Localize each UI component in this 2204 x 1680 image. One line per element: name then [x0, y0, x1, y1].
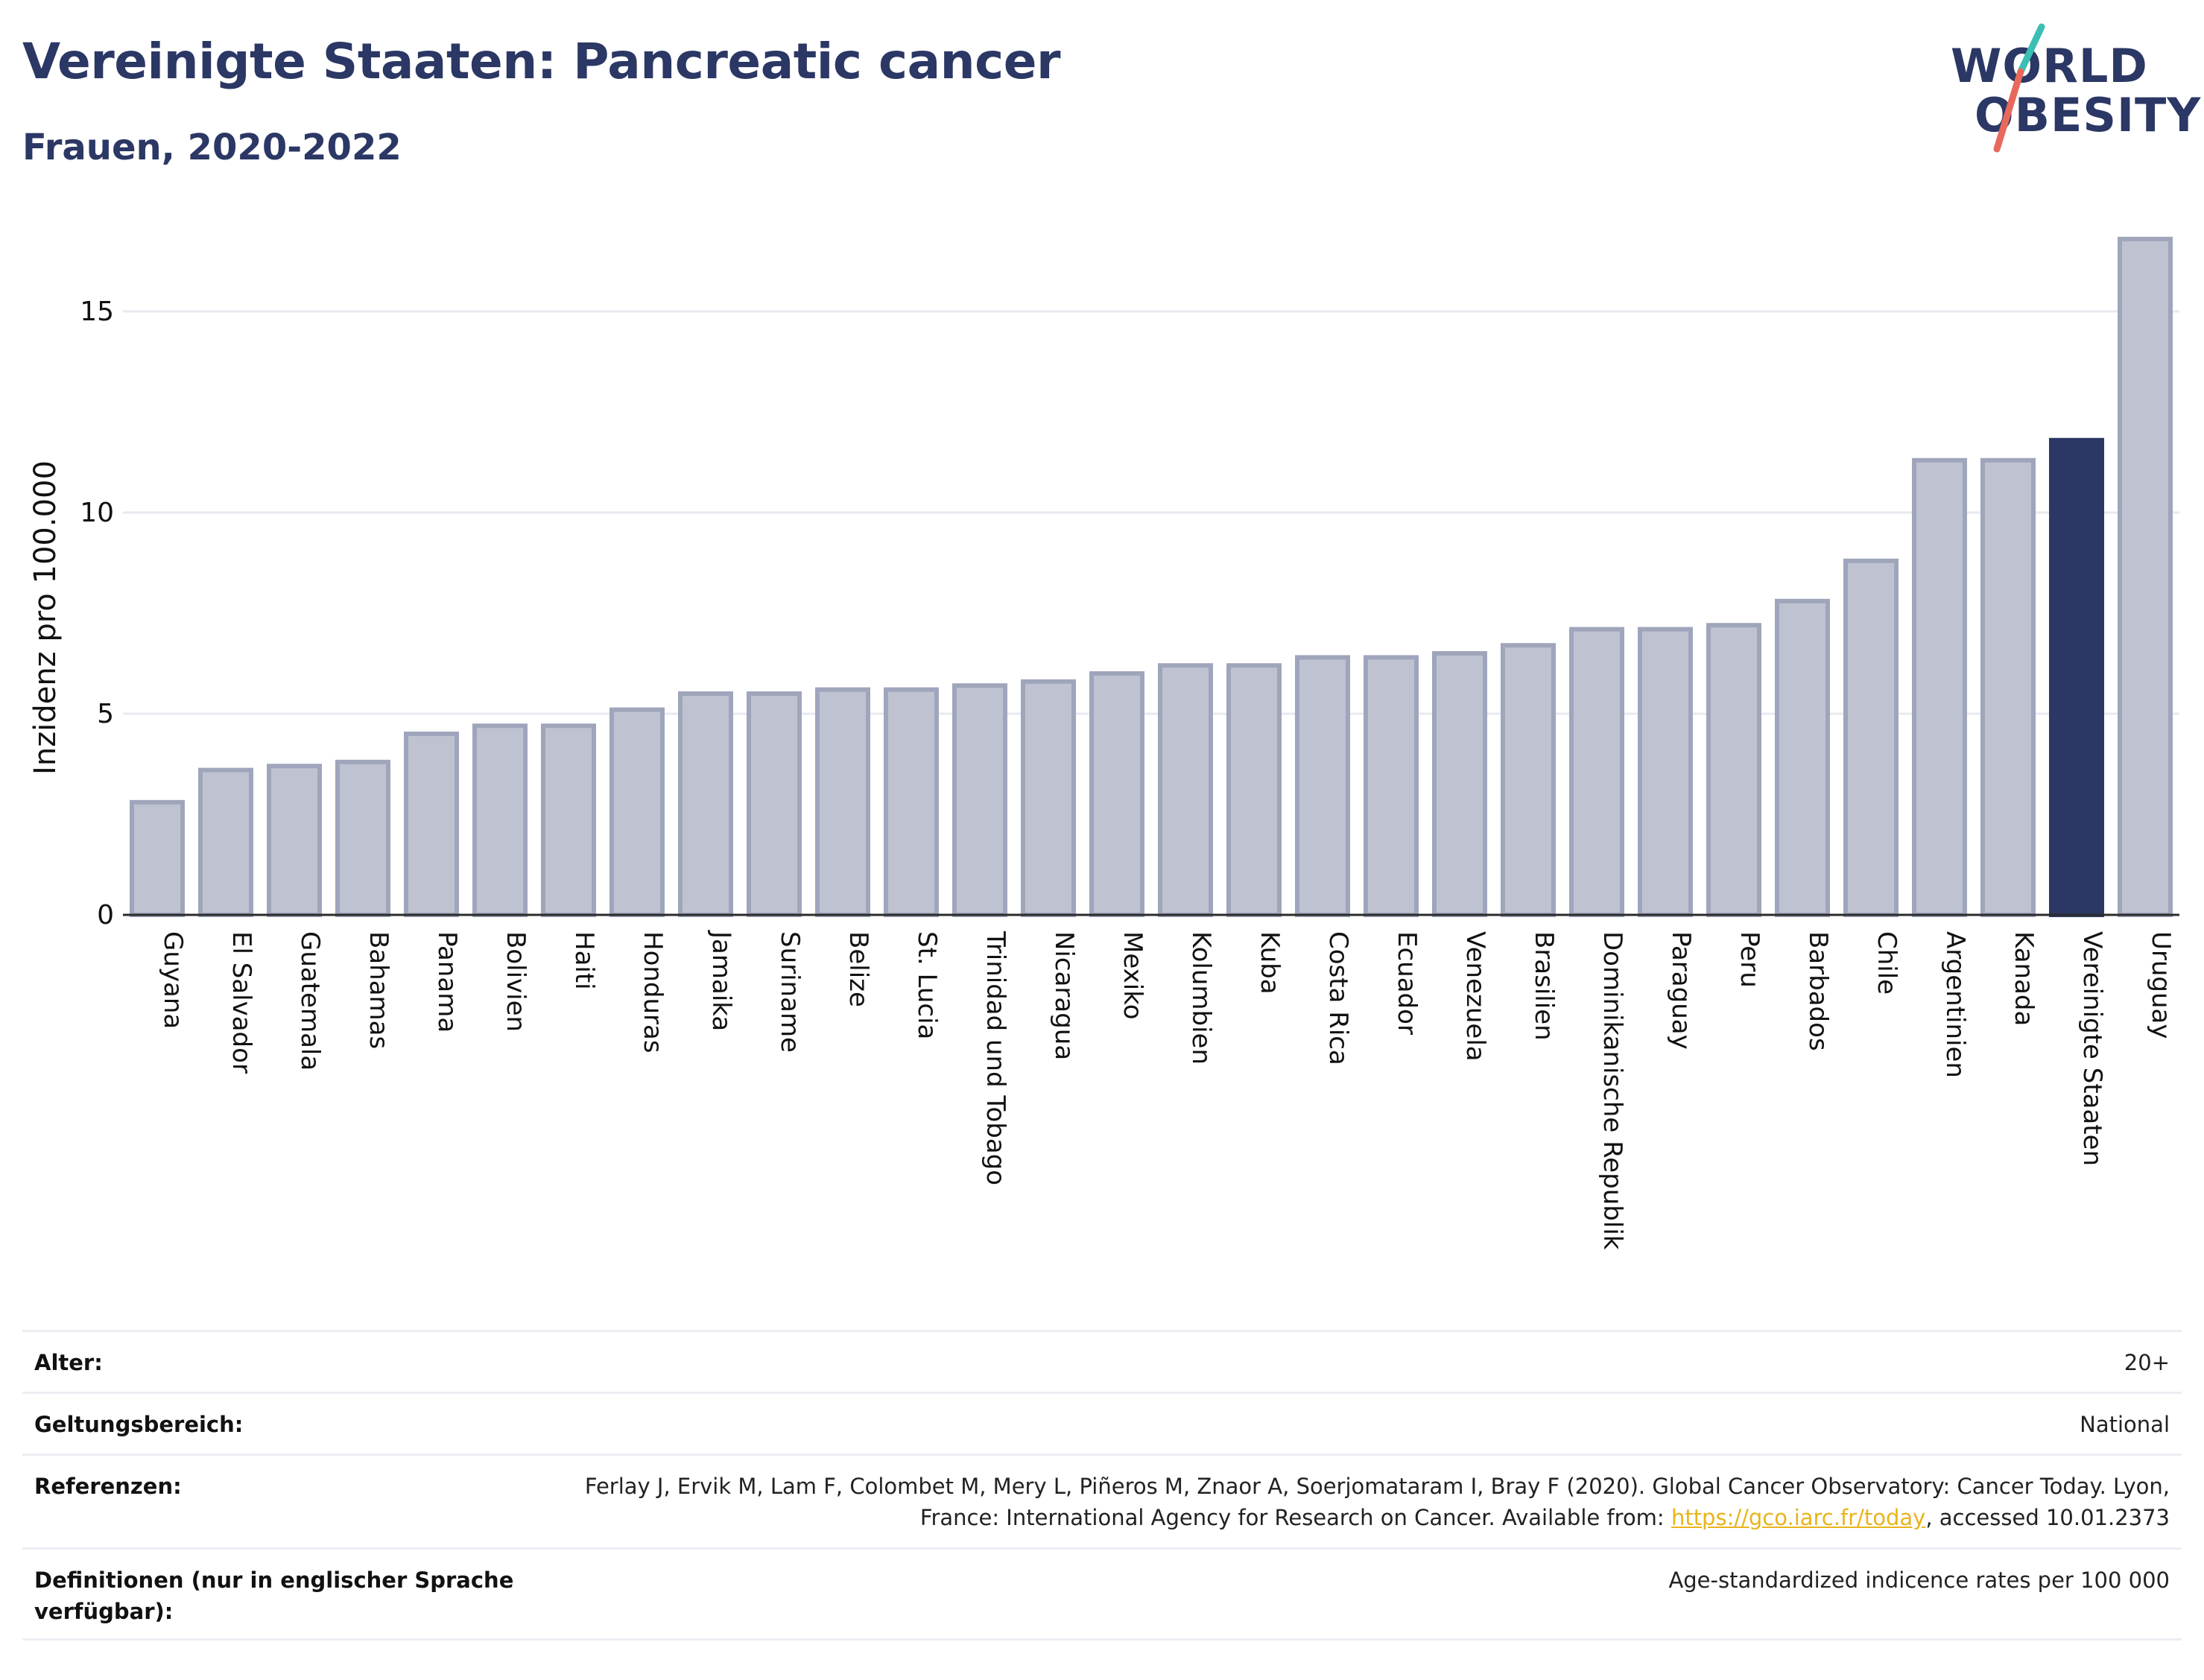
meta-references-value: Ferlay J, Ervik M, Lam F, Colombet M, Me… — [560, 1471, 2182, 1533]
bar-belize[interactable] — [815, 687, 870, 917]
x-tick-label: St. Lucia — [912, 931, 942, 1039]
x-tick-label: Uruguay — [2146, 931, 2176, 1039]
bar-st-lucia[interactable] — [884, 687, 939, 917]
bar-peru[interactable] — [1706, 623, 1761, 917]
metadata-table: Alter: 20+ Geltungsbereich: National Ref… — [22, 1330, 2182, 1641]
bar-ecuador[interactable] — [1364, 655, 1419, 918]
x-tick-label: Trinidad und Tobago — [981, 931, 1010, 1185]
x-tick-label: Honduras — [638, 931, 668, 1053]
bar-guatemala[interactable] — [267, 764, 322, 917]
bar-argentinien[interactable] — [1912, 457, 1967, 917]
x-tick-label: Bolivien — [501, 931, 531, 1032]
x-tick-label: Haiti — [569, 931, 599, 990]
meta-row-definitions: Definitionen (nur in englischer Sprache … — [22, 1547, 2182, 1641]
bar-bahamas[interactable] — [335, 759, 390, 917]
x-tick-label: Brasilien — [1529, 931, 1559, 1041]
logo-word-world: WORLD — [1951, 39, 2148, 93]
world-obesity-logo: WORLD OBESITY — [1937, 21, 2200, 162]
meta-row-scope: Geltungsbereich: National — [22, 1392, 2182, 1454]
bar-costa-rica[interactable] — [1295, 655, 1350, 918]
bar-venezuela[interactable] — [1432, 651, 1487, 917]
references-link[interactable]: https://gco.iarc.fr/today — [1671, 1505, 1926, 1530]
x-tick-label: Dominikanische Republik — [1597, 931, 1627, 1250]
x-tick-label: Barbados — [1803, 931, 1833, 1051]
meta-row-age: Alter: 20+ — [22, 1330, 2182, 1392]
x-tick-label: Guyana — [158, 931, 188, 1029]
chart-title: Vereinigte Staaten: Pancreatic cancer — [22, 33, 1061, 90]
bar-vereinigte-staaten[interactable] — [2049, 437, 2104, 917]
bar-honduras[interactable] — [609, 707, 665, 917]
y-tick-labels: 0 5 10 15 — [80, 297, 114, 931]
y-tick-label: 15 — [80, 297, 114, 327]
bar-el-salvador[interactable] — [198, 767, 253, 917]
x-tick-label: Belize — [843, 931, 873, 1007]
x-tick-label: Suriname — [775, 931, 805, 1053]
logo-slash-icon — [1993, 23, 2045, 153]
bar-dominikanische-republik[interactable] — [1569, 627, 1624, 917]
y-axis-title: Inzidenz pro 100.000 — [28, 460, 63, 775]
meta-definitions-value: Age-standardized indicence rates per 100… — [1668, 1568, 2170, 1593]
x-tick-label: Kuba — [1255, 931, 1285, 995]
x-tick-label: Costa Rica — [1323, 931, 1353, 1065]
bar-panama[interactable] — [404, 732, 459, 917]
bar-kolumbien[interactable] — [1158, 663, 1213, 917]
meta-row-references: Referenzen: Ferlay J, Ervik M, Lam F, Co… — [22, 1454, 2182, 1547]
references-text: Ferlay J, Ervik M, Lam F, Colombet M, Me… — [584, 1474, 2170, 1530]
bar-jamaika[interactable] — [678, 691, 733, 917]
bar-nicaragua[interactable] — [1021, 679, 1076, 917]
x-tick-label: Mexiko — [1118, 931, 1147, 1020]
bar-trinidad-und-tobago[interactable] — [952, 683, 1007, 917]
y-tick-label: 0 — [97, 900, 114, 931]
x-tick-label: Kolumbien — [1186, 931, 1216, 1065]
x-tick-label: Nicaragua — [1049, 931, 1079, 1060]
x-tick-label: Jamaika — [706, 930, 736, 1031]
meta-scope-label: Geltungsbereich: — [34, 1412, 244, 1437]
bar-bolivien[interactable] — [472, 723, 528, 918]
bar-paraguay[interactable] — [1638, 627, 1693, 917]
x-tick-label: Vereinigte Staaten — [2077, 931, 2107, 1166]
grid-lines — [123, 310, 2179, 715]
bar-suriname[interactable] — [747, 691, 802, 917]
x-tick-label: Panama — [432, 931, 462, 1033]
bar-chart: 0 5 10 15 Guyana El Salvador Guatemala Bahamas… — [28, 236, 2179, 1250]
x-tick-label: El Salvador — [227, 931, 256, 1074]
chart-subtitle: Frauen, 2020-2022 — [22, 127, 402, 168]
bar-uruguay[interactable] — [2118, 236, 2173, 917]
meta-age-value: 20+ — [2124, 1350, 2170, 1375]
meta-definitions-label: Definitionen (nur in englischer Sprache … — [34, 1568, 514, 1624]
bar-kuba[interactable] — [1226, 663, 1282, 917]
bar-brasilien[interactable] — [1501, 643, 1556, 917]
y-tick-label: 10 — [80, 498, 114, 528]
x-tick-label: Bahamas — [364, 931, 393, 1049]
bar-guyana[interactable] — [130, 799, 185, 918]
bar-mexiko[interactable] — [1089, 671, 1144, 917]
bar-chile[interactable] — [1843, 558, 1899, 917]
x-tick-label: Venezuela — [1460, 931, 1490, 1062]
bars — [130, 236, 2173, 918]
bar-kanada[interactable] — [1980, 457, 2036, 917]
x-tick-label: Kanada — [2009, 931, 2039, 1026]
x-tick-label: Guatemala — [295, 931, 325, 1071]
references-accessed: , accessed 10.01.2373 — [1925, 1505, 2170, 1530]
x-tick-label: Paraguay — [1666, 931, 1696, 1050]
x-tick-label: Chile — [1872, 931, 1901, 995]
y-tick-label: 5 — [97, 699, 114, 729]
meta-age-label: Alter: — [34, 1350, 103, 1375]
x-tick-labels: Guyana El Salvador Guatemala Bahamas Panama B… — [158, 930, 2176, 1250]
bar-haiti[interactable] — [541, 723, 596, 918]
x-tick-label: Peru — [1735, 931, 1764, 988]
x-tick-label: Argentinien — [1940, 931, 1970, 1078]
bar-barbados[interactable] — [1775, 598, 1830, 917]
x-tick-label: Ecuador — [1392, 931, 1422, 1035]
meta-references-label: Referenzen: — [34, 1474, 182, 1499]
meta-scope-value: National — [2080, 1412, 2170, 1437]
